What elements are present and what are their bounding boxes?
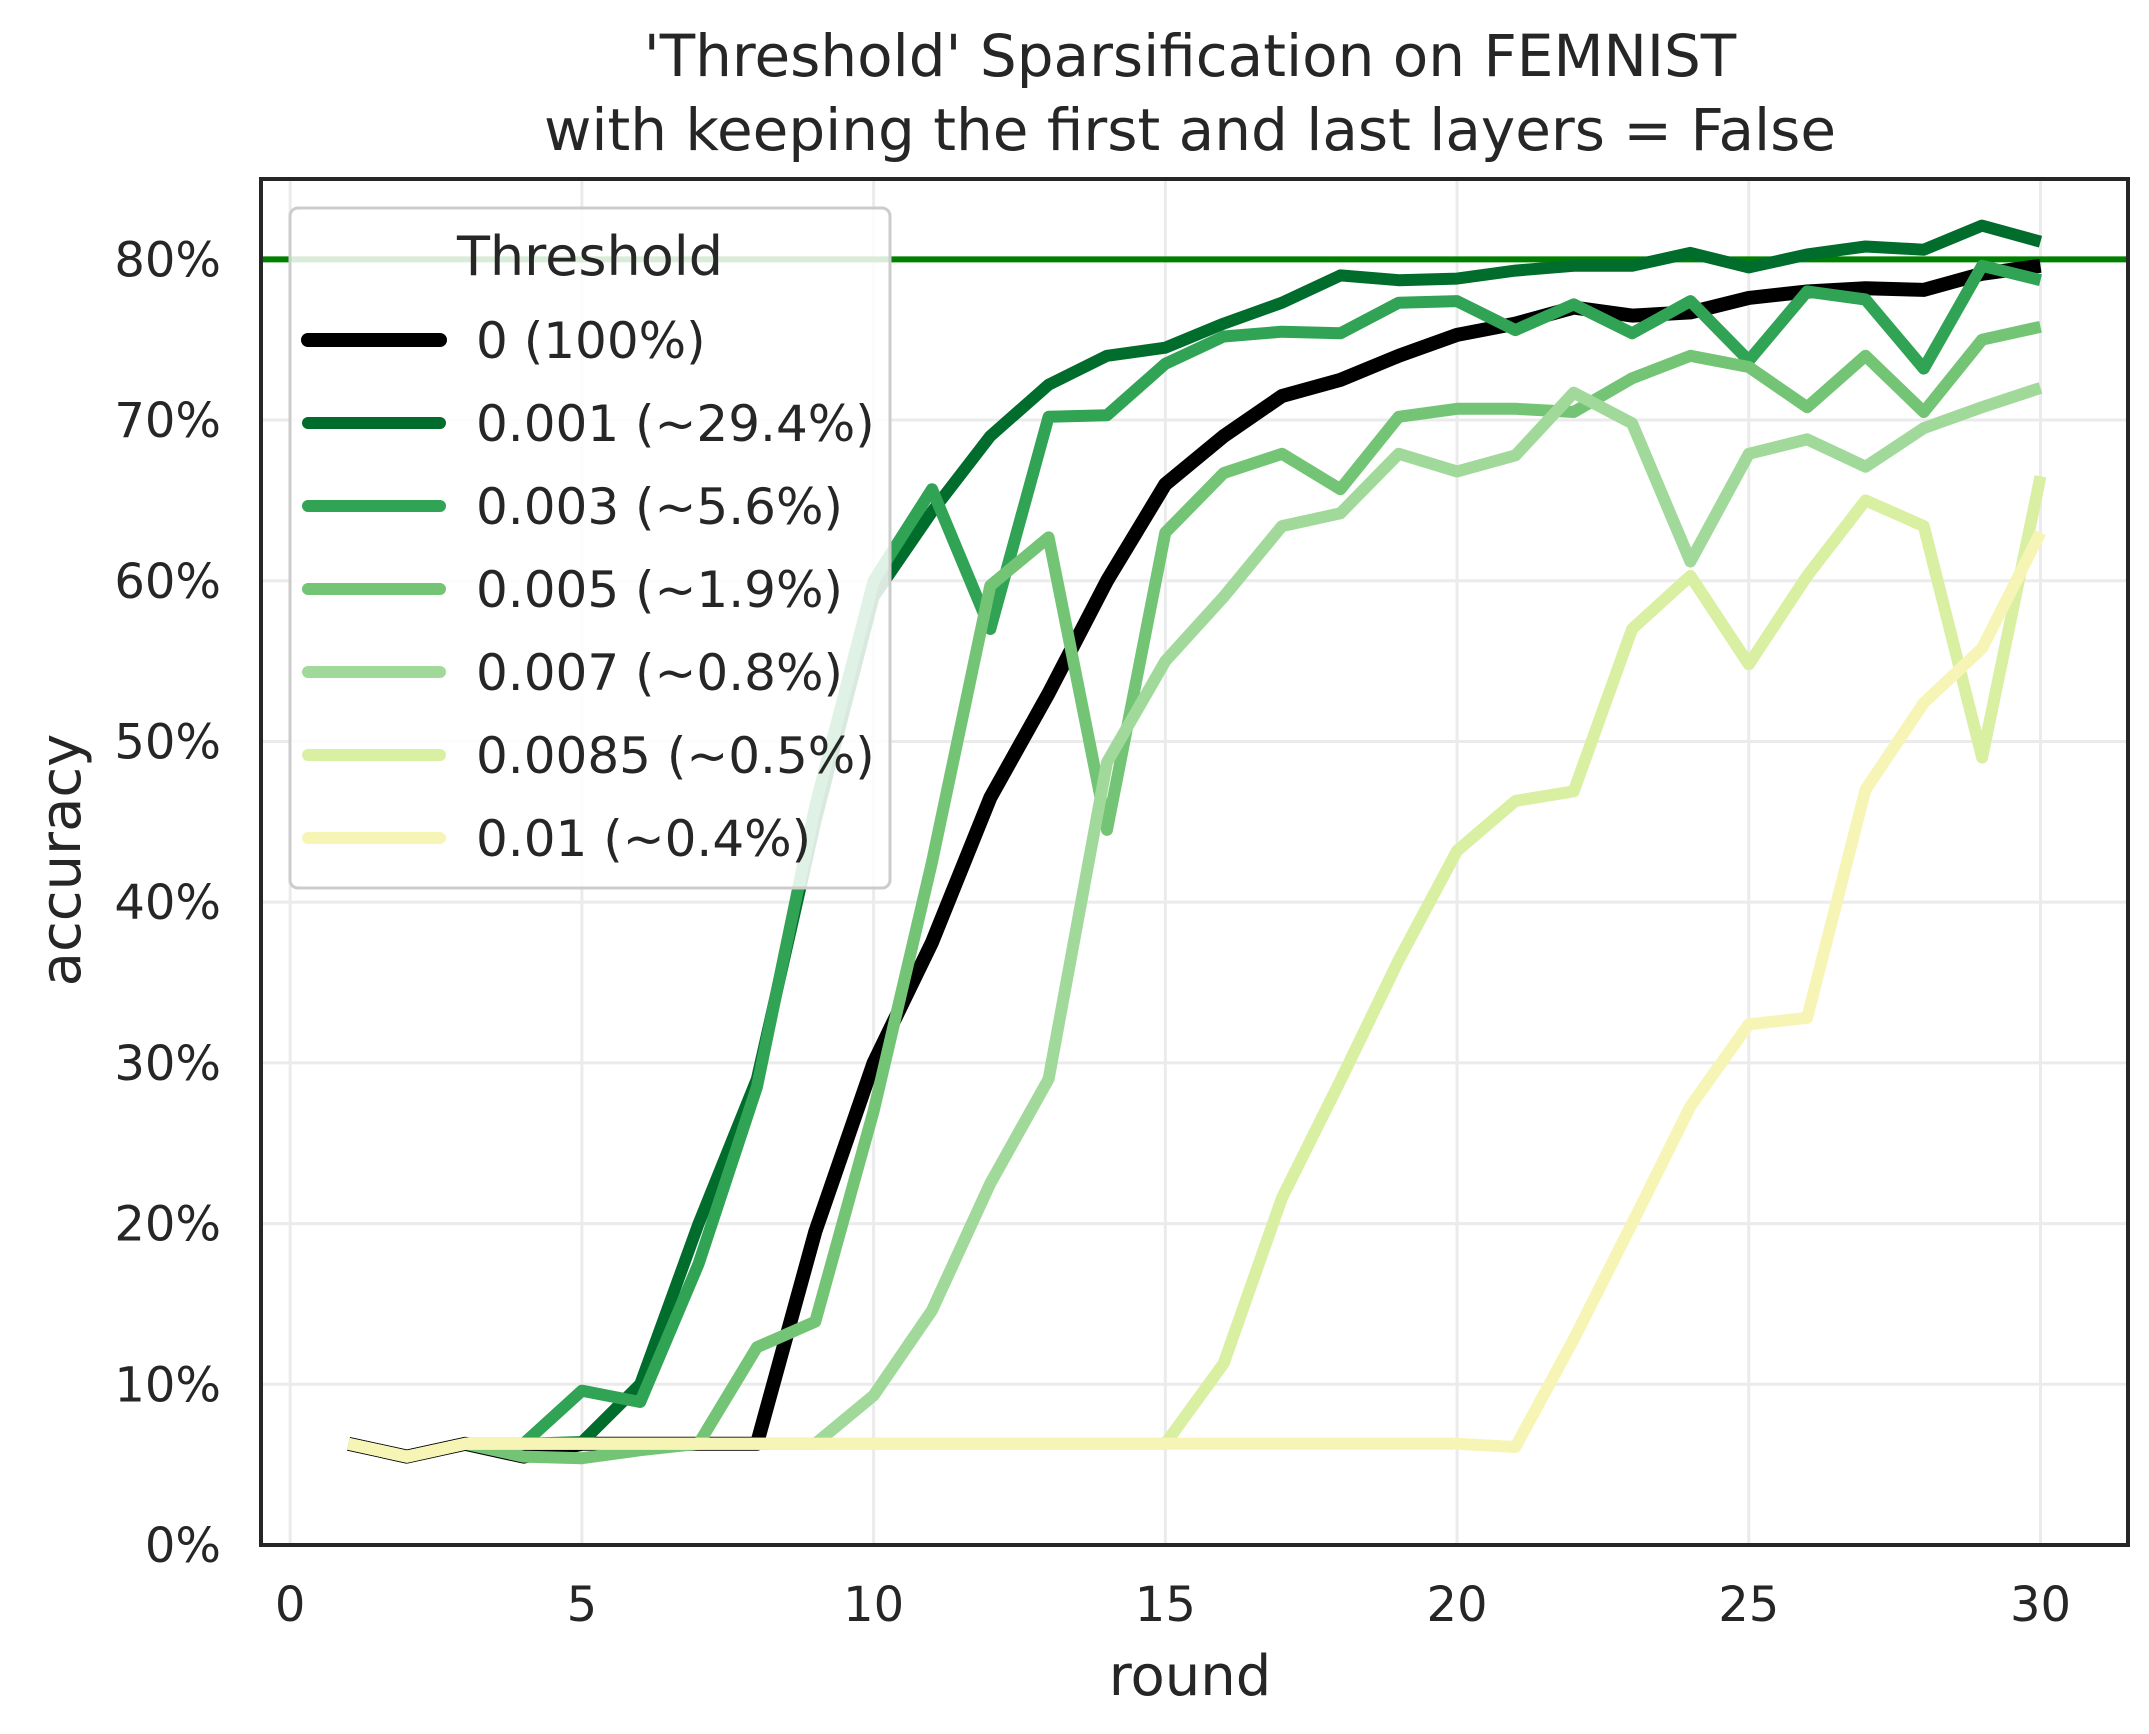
x-axis-label: round <box>1109 1644 1272 1709</box>
legend-label: 0.001 (~29.4%) <box>476 395 875 453</box>
series-line <box>347 529 2046 1463</box>
x-tick-labels: 0 5 10 15 20 25 30 <box>275 1577 2071 1633</box>
x-tick-label: 15 <box>1135 1577 1196 1633</box>
legend-box <box>288 206 892 890</box>
y-tick-label: 40% <box>114 875 221 931</box>
y-tick-label: 10% <box>114 1357 221 1413</box>
series-line <box>347 219 2043 1463</box>
chart-title: 'Threshold' Sparsification on FEMNIST <box>644 22 1737 90</box>
y-tick-label: 60% <box>114 554 221 610</box>
x-tick-label: 5 <box>567 1577 598 1633</box>
legend-label: 0.0085 (~0.5%) <box>476 727 875 785</box>
x-tick-label: 10 <box>843 1577 904 1633</box>
legend-label: 0.01 (~0.4%) <box>476 810 811 868</box>
legend-title: Threshold <box>456 225 723 288</box>
legend-label: 0.003 (~5.6%) <box>476 478 843 536</box>
legend-items: 0 (100%) 0.001 (~29.4%) 0.003 (~5.6%) 0.005… <box>301 312 875 868</box>
chart-subtitle: with keeping the first and last layers =… <box>544 96 1836 164</box>
y-tick-label: 70% <box>114 393 221 449</box>
series-line <box>347 259 2042 1463</box>
series-line <box>347 320 2042 1465</box>
y-tick-label: 20% <box>114 1197 221 1253</box>
x-tick-label: 30 <box>2010 1577 2071 1633</box>
y-tick-label: 80% <box>114 232 221 288</box>
legend-label: 0 (100%) <box>476 312 706 370</box>
x-tick-label: 25 <box>1718 1577 1779 1633</box>
y-tick-labels: 0% 10% 20% 30% 40% 50% 60% 70% 80% <box>114 232 221 1574</box>
y-tick-label: 0% <box>145 1518 221 1574</box>
legend-label: 0.007 (~0.8%) <box>476 644 843 702</box>
plot-frame <box>259 177 2130 1547</box>
series-lines <box>347 219 2047 1465</box>
legend-label: 0.005 (~1.9%) <box>476 561 843 619</box>
y-axis-label: accuracy <box>29 734 94 987</box>
x-tick-label: 0 <box>275 1577 306 1633</box>
y-tick-label: 30% <box>114 1036 221 1092</box>
legend: Threshold 0 (100%) 0.001 (~29.4%) 0.003 (~… <box>288 206 892 890</box>
y-tick-label: 50% <box>114 714 221 770</box>
x-tick-label: 20 <box>1427 1577 1488 1633</box>
